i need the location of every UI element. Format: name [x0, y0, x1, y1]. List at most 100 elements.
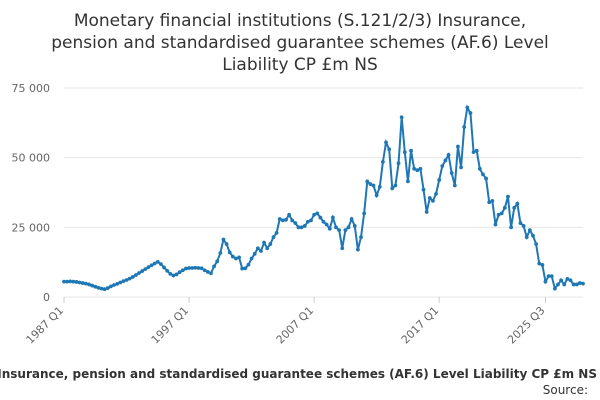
- data-point: [499, 211, 504, 216]
- data-point: [552, 286, 557, 291]
- data-point: [152, 261, 157, 266]
- data-point: [146, 265, 151, 270]
- data-point: [537, 261, 542, 266]
- data-point: [215, 259, 220, 264]
- data-point: [315, 211, 320, 216]
- data-point: [381, 159, 385, 164]
- data-point: [296, 225, 301, 230]
- data-point: [171, 273, 176, 278]
- data-point: [265, 246, 270, 251]
- data-point: [462, 125, 467, 129]
- data-point: [202, 268, 207, 273]
- data-point: [481, 172, 485, 177]
- data-point: [431, 198, 435, 203]
- data-point: [531, 233, 535, 238]
- data-point: [234, 256, 238, 261]
- data-point: [427, 196, 432, 200]
- data-point: [396, 161, 401, 166]
- data-point: [134, 273, 138, 277]
- series-points: [62, 105, 585, 292]
- data-point: [127, 276, 132, 281]
- data-point: [565, 276, 570, 281]
- data-point: [184, 266, 188, 271]
- data-point: [130, 275, 135, 279]
- data-point: [490, 198, 495, 203]
- data-point: [277, 217, 282, 221]
- data-point: [112, 283, 116, 287]
- data-point: [168, 271, 173, 276]
- data-point: [299, 225, 304, 230]
- data-point: [340, 246, 345, 251]
- data-point: [568, 278, 573, 283]
- data-point: [452, 183, 457, 188]
- data-point: [193, 265, 198, 270]
- series-line: [64, 104, 584, 291]
- data-point: [321, 219, 326, 224]
- data-point: [165, 268, 170, 273]
- data-point: [399, 115, 404, 120]
- data-point: [540, 263, 545, 267]
- data-point: [221, 237, 226, 242]
- data-point: [162, 265, 166, 270]
- data-point: [90, 283, 95, 288]
- data-point: [305, 219, 310, 224]
- data-point: [506, 194, 510, 199]
- data-point: [74, 280, 79, 284]
- data-point: [424, 210, 429, 214]
- source-label: Source:: [543, 383, 588, 397]
- data-point: [65, 279, 70, 284]
- data-point: [574, 282, 579, 287]
- x-tick-label: 2025 Q3: [505, 304, 548, 347]
- data-point: [549, 274, 554, 278]
- data-point: [434, 191, 438, 196]
- data-point: [484, 176, 488, 181]
- data-point: [302, 224, 307, 228]
- chart-title-line: pension and standardised guarantee schem…: [51, 33, 549, 53]
- data-point: [140, 269, 145, 273]
- data-point: [80, 281, 85, 285]
- data-point: [546, 274, 551, 278]
- series-label: Monetary financial institutions (S.121/2…: [0, 367, 597, 381]
- y-tick-label: 0: [43, 291, 50, 304]
- data-point: [143, 267, 148, 272]
- data-point: [330, 215, 335, 220]
- data-point: [571, 282, 576, 287]
- data-point: [268, 242, 273, 246]
- data-point: [446, 152, 451, 157]
- gridlines: [64, 87, 583, 298]
- chart-title: Monetary financial institutions (S.121/2…: [51, 11, 549, 75]
- data-point: [109, 284, 113, 289]
- data-point: [365, 179, 370, 184]
- data-point: [556, 282, 560, 287]
- data-point: [559, 278, 564, 283]
- data-point: [99, 286, 104, 291]
- data-point: [205, 270, 210, 274]
- data-point: [409, 148, 413, 153]
- data-point: [474, 148, 479, 153]
- data-point: [237, 255, 241, 260]
- data-point: [334, 225, 338, 230]
- data-point: [368, 182, 373, 187]
- data-point: [115, 282, 120, 286]
- chart-title-line: Monetary financial institutions (S.121/2…: [74, 11, 526, 31]
- data-point: [518, 221, 523, 226]
- data-point: [534, 242, 538, 246]
- data-point: [343, 228, 348, 233]
- data-point: [180, 268, 185, 273]
- data-point: [581, 281, 585, 286]
- data-point: [93, 284, 98, 289]
- data-point: [468, 111, 473, 115]
- data-point: [284, 217, 288, 222]
- data-point: [68, 279, 73, 284]
- data-point: [118, 280, 123, 285]
- data-point: [280, 218, 285, 223]
- data-point: [243, 266, 248, 271]
- data-point: [406, 179, 410, 184]
- data-point: [577, 281, 582, 285]
- data-point: [402, 150, 407, 154]
- data-point: [246, 262, 251, 267]
- data-point: [324, 222, 329, 227]
- data-point: [349, 217, 354, 221]
- data-point: [174, 272, 179, 277]
